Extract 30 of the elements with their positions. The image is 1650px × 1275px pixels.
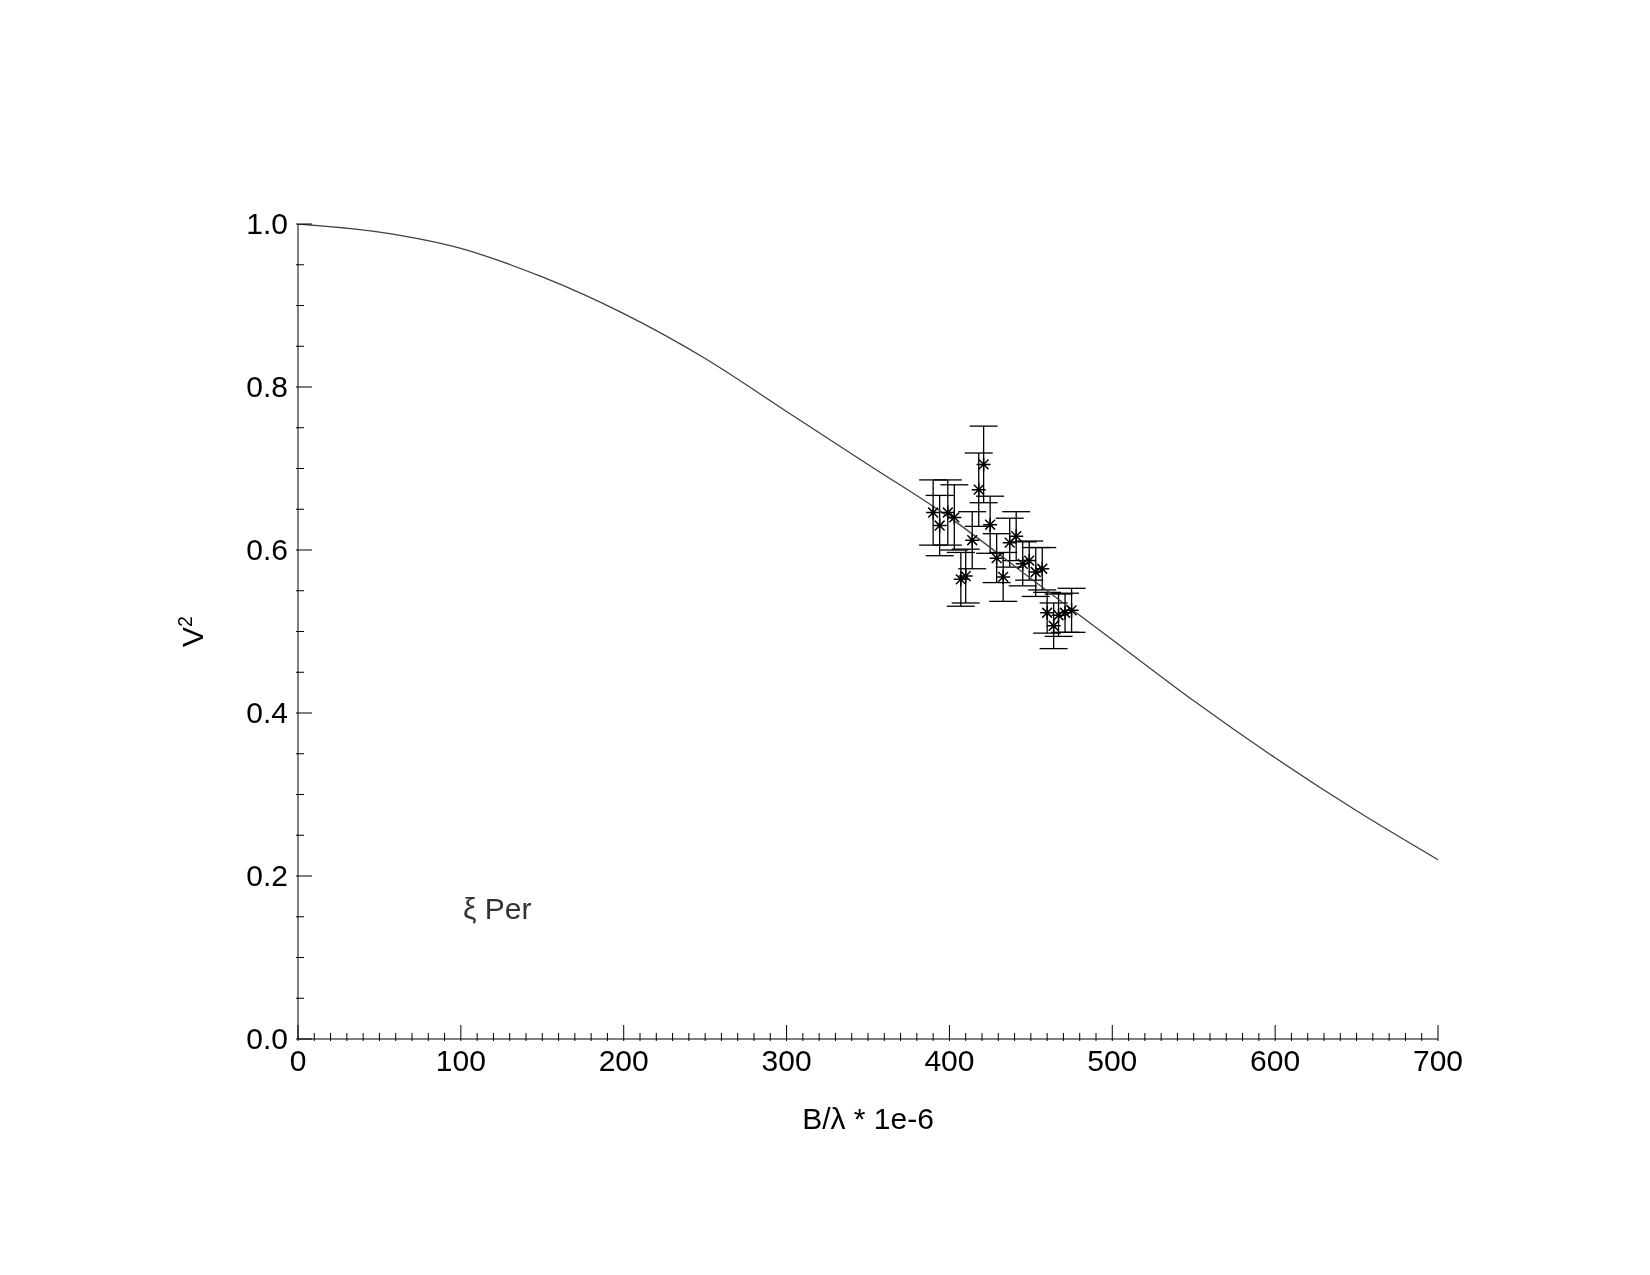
- point: [975, 456, 992, 473]
- point: [1021, 552, 1037, 569]
- y-tick-label: 1.0: [246, 207, 288, 240]
- y-tick-label: 0.2: [246, 859, 288, 892]
- x-tick-label: 100: [435, 1044, 486, 1077]
- x-tick-label: 500: [1087, 1044, 1138, 1077]
- x-tick-label: 0: [289, 1044, 307, 1077]
- x-tick-label: 400: [924, 1044, 975, 1077]
- y-tick-label: 0.0: [246, 1022, 288, 1055]
- x-tick-label: 200: [598, 1044, 649, 1077]
- point: [940, 504, 956, 521]
- point: [995, 569, 1011, 585]
- y-tick-label: 0.8: [246, 370, 288, 403]
- x-tick-label: 300: [761, 1044, 812, 1077]
- point: [925, 504, 941, 521]
- x-axis-title: B/λ * 1e-6: [802, 1102, 934, 1135]
- point: [964, 532, 980, 548]
- point: [1045, 618, 1062, 634]
- y-tick-label: 0.4: [246, 696, 288, 729]
- x-tick-label: 700: [1412, 1044, 1464, 1077]
- annotation: ξ Per: [463, 892, 532, 925]
- point: [931, 517, 948, 534]
- point: [970, 481, 987, 498]
- point: [1057, 605, 1073, 621]
- point: [1039, 605, 1055, 621]
- point: [1034, 561, 1051, 577]
- y-tick-label: 0.6: [246, 533, 288, 566]
- x-tick-label: 600: [1250, 1044, 1301, 1077]
- point: [1027, 564, 1044, 580]
- point: [953, 571, 969, 588]
